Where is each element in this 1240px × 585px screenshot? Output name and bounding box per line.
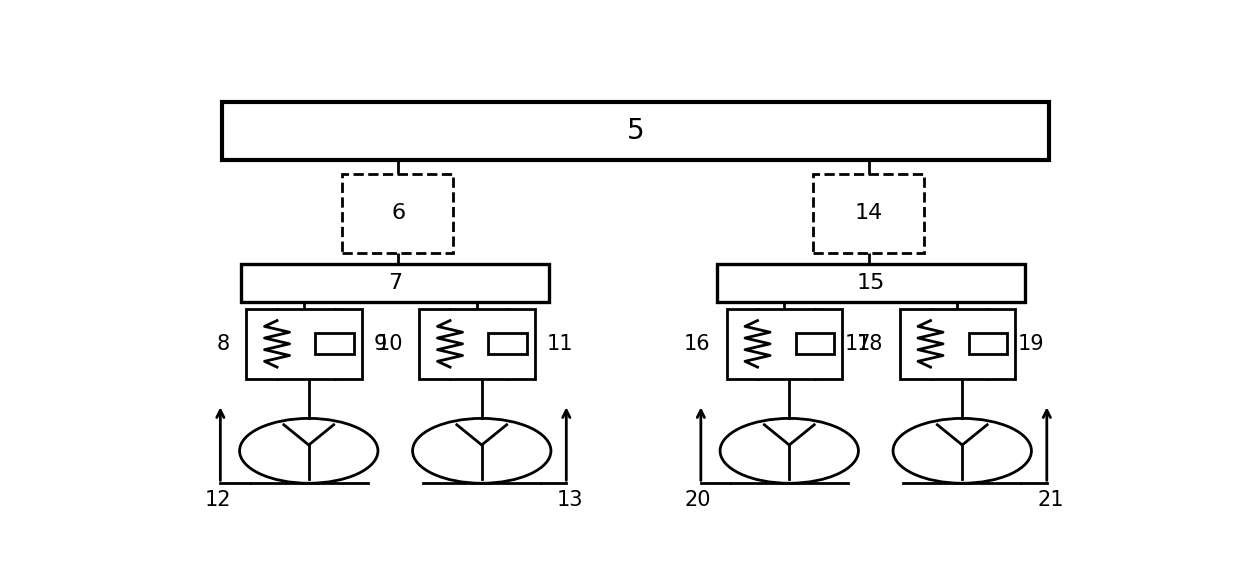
- Bar: [242, 264, 549, 302]
- Bar: [315, 333, 353, 355]
- Text: 7: 7: [388, 273, 402, 293]
- Text: 5: 5: [626, 117, 645, 145]
- Text: 8: 8: [217, 334, 229, 354]
- Bar: [796, 333, 835, 355]
- Bar: [968, 333, 1007, 355]
- Text: 13: 13: [557, 490, 583, 510]
- Bar: [489, 333, 527, 355]
- Text: 6: 6: [391, 203, 405, 223]
- Bar: [813, 174, 924, 253]
- Text: 20: 20: [684, 490, 712, 510]
- Text: 9: 9: [374, 334, 387, 354]
- Bar: [342, 174, 453, 253]
- Text: 17: 17: [844, 334, 872, 354]
- Bar: [247, 309, 362, 378]
- Text: 12: 12: [205, 490, 231, 510]
- Text: 16: 16: [683, 334, 711, 354]
- Text: 10: 10: [377, 334, 403, 354]
- Text: 14: 14: [854, 203, 883, 223]
- Bar: [900, 309, 1016, 378]
- Text: 11: 11: [547, 334, 574, 354]
- Bar: [717, 264, 1024, 302]
- Text: 21: 21: [1038, 490, 1064, 510]
- Bar: [727, 309, 842, 378]
- Bar: [419, 309, 534, 378]
- Text: 15: 15: [857, 273, 885, 293]
- Text: 19: 19: [1018, 334, 1044, 354]
- Text: 18: 18: [857, 334, 883, 354]
- Bar: [222, 102, 1049, 160]
